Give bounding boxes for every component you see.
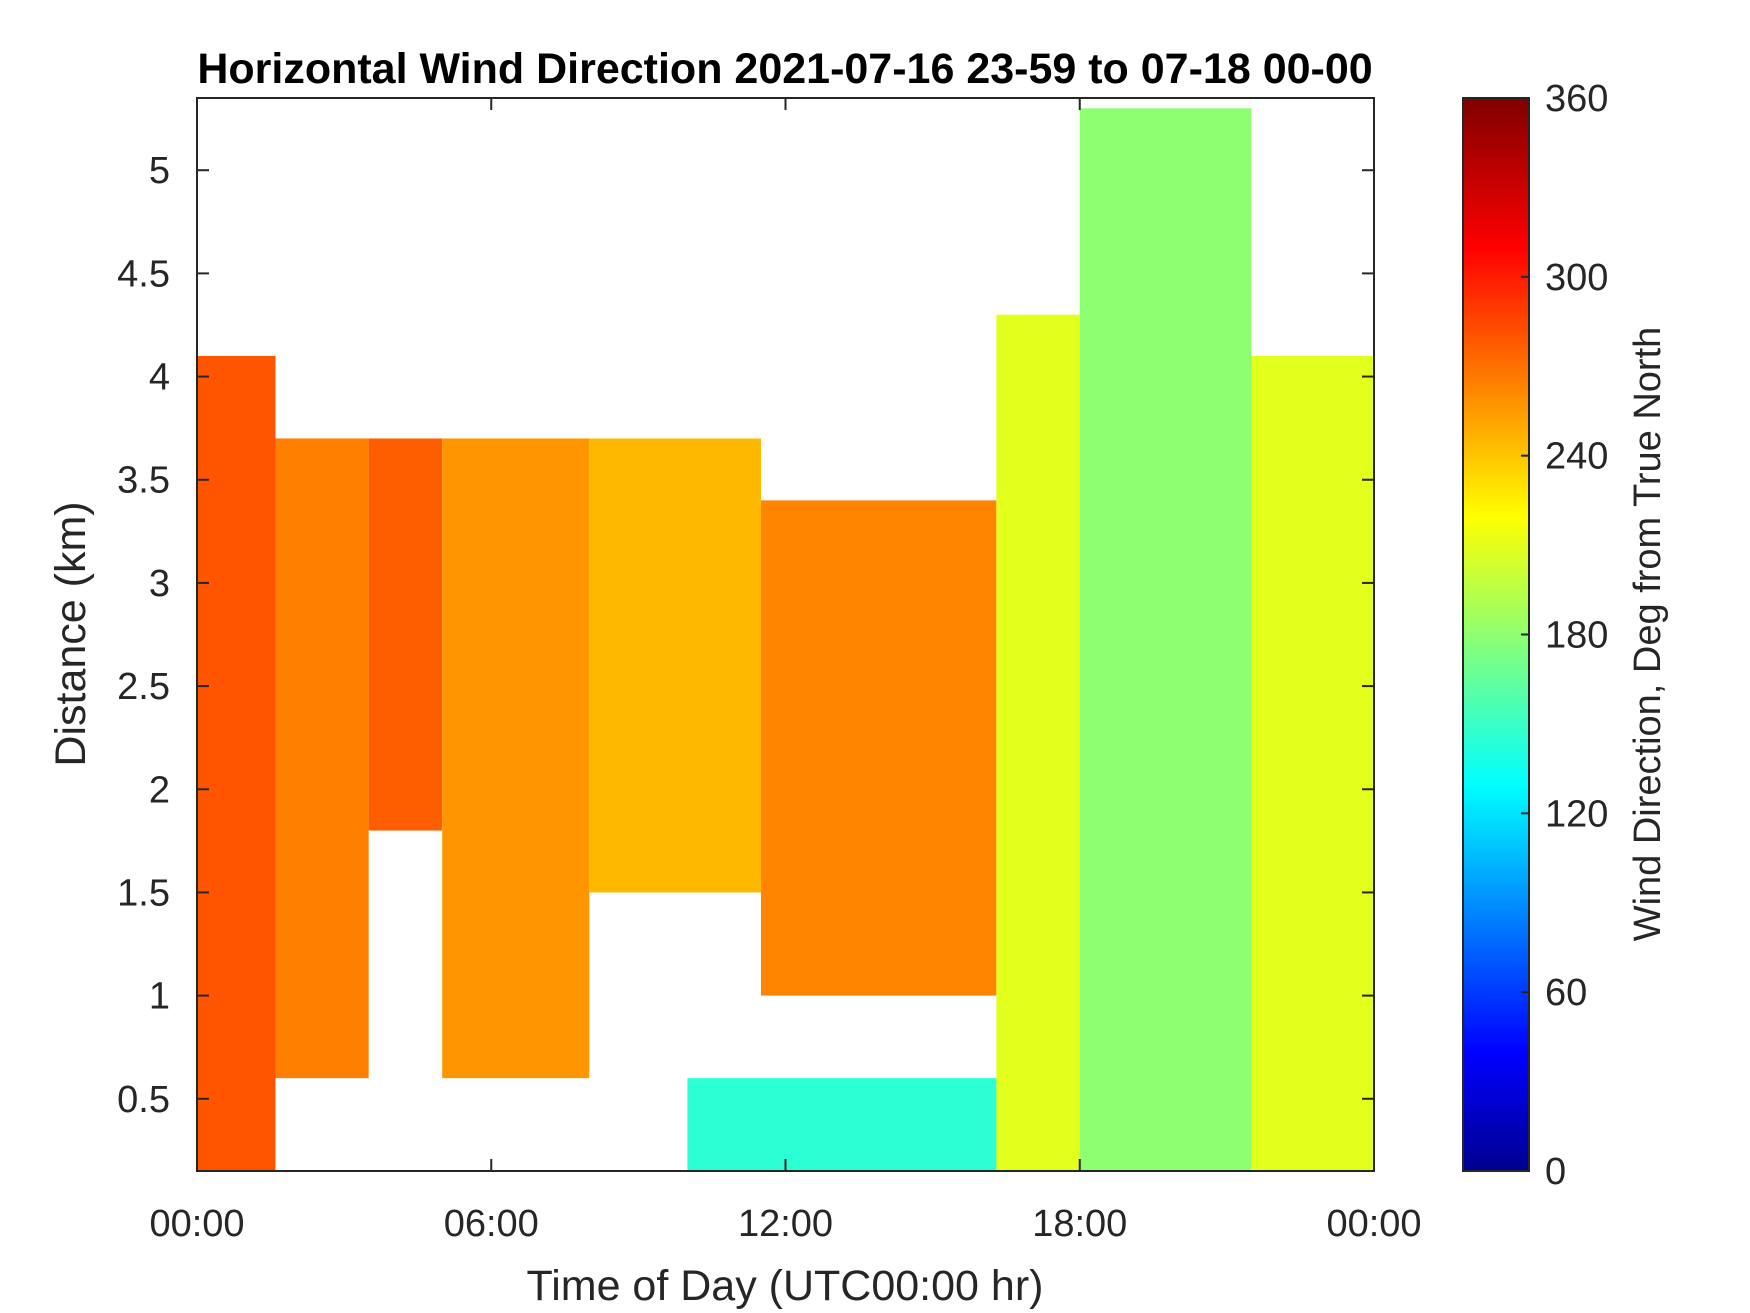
heatmap-region-8	[1079, 108, 1252, 1171]
y-axis: 0.5 1 1.5 2 2.5 3 3.5 4 4.5 5	[117, 150, 1374, 1121]
y-tick-label: 1.5	[117, 872, 170, 914]
chart-title: Horizontal Wind Direction 2021-07-16 23-…	[197, 45, 1372, 93]
colorbar-tick-label: 240	[1545, 436, 1608, 478]
x-axis: 00:00 06:00 12:00 18:00 00:00	[149, 98, 1422, 1245]
colorbar-tick-label: 120	[1545, 793, 1608, 835]
colorbar-label: Wind Direction, Deg from True North	[1627, 327, 1669, 942]
heatmap-region-4	[589, 438, 761, 893]
heatmap-region-5	[760, 500, 997, 996]
heatmap-region-0	[197, 355, 276, 1171]
heatmap-region-2	[368, 438, 443, 831]
x-tick-label: 00:00	[149, 1203, 244, 1245]
x-axis-label: Time of Day (UTC00:00 hr)	[527, 1262, 1044, 1310]
colorbar-tick-label: 60	[1545, 972, 1587, 1014]
x-tick-label: 06:00	[444, 1203, 539, 1245]
colorbar-tick-label: 300	[1545, 257, 1608, 299]
heatmap-region-6	[687, 1078, 997, 1171]
colorbar-tick-label: 180	[1545, 615, 1608, 657]
y-tick-label: 5	[149, 150, 170, 192]
y-tick-label: 2	[149, 769, 170, 811]
y-tick-label: 4.5	[117, 253, 170, 295]
heatmap-region-1	[275, 438, 369, 1079]
colorbar-ticks: 0 60 120 180 240 300 360	[1521, 78, 1608, 1193]
y-tick-label: 4	[149, 357, 170, 399]
y-tick-label: 0.5	[117, 1079, 170, 1121]
x-tick-label: 12:00	[738, 1203, 833, 1245]
colorbar-tick-label: 360	[1545, 78, 1608, 120]
heatmap-cells	[197, 108, 1374, 1171]
y-tick-label: 3.5	[117, 460, 170, 502]
x-tick-label: 18:00	[1032, 1203, 1127, 1245]
heatmap-region-9	[1251, 355, 1374, 1171]
heatmap-region-7	[996, 314, 1080, 1171]
y-tick-label: 3	[149, 563, 170, 605]
colorbar-tick-label: 0	[1545, 1151, 1566, 1193]
x-tick-label: 00:00	[1326, 1203, 1421, 1245]
y-axis-label: Distance (km)	[47, 501, 95, 766]
colorbar	[1462, 97, 1530, 1172]
y-tick-label: 2.5	[117, 666, 170, 708]
heatmap-region-3	[442, 438, 590, 1079]
y-tick-label: 1	[149, 976, 170, 1018]
